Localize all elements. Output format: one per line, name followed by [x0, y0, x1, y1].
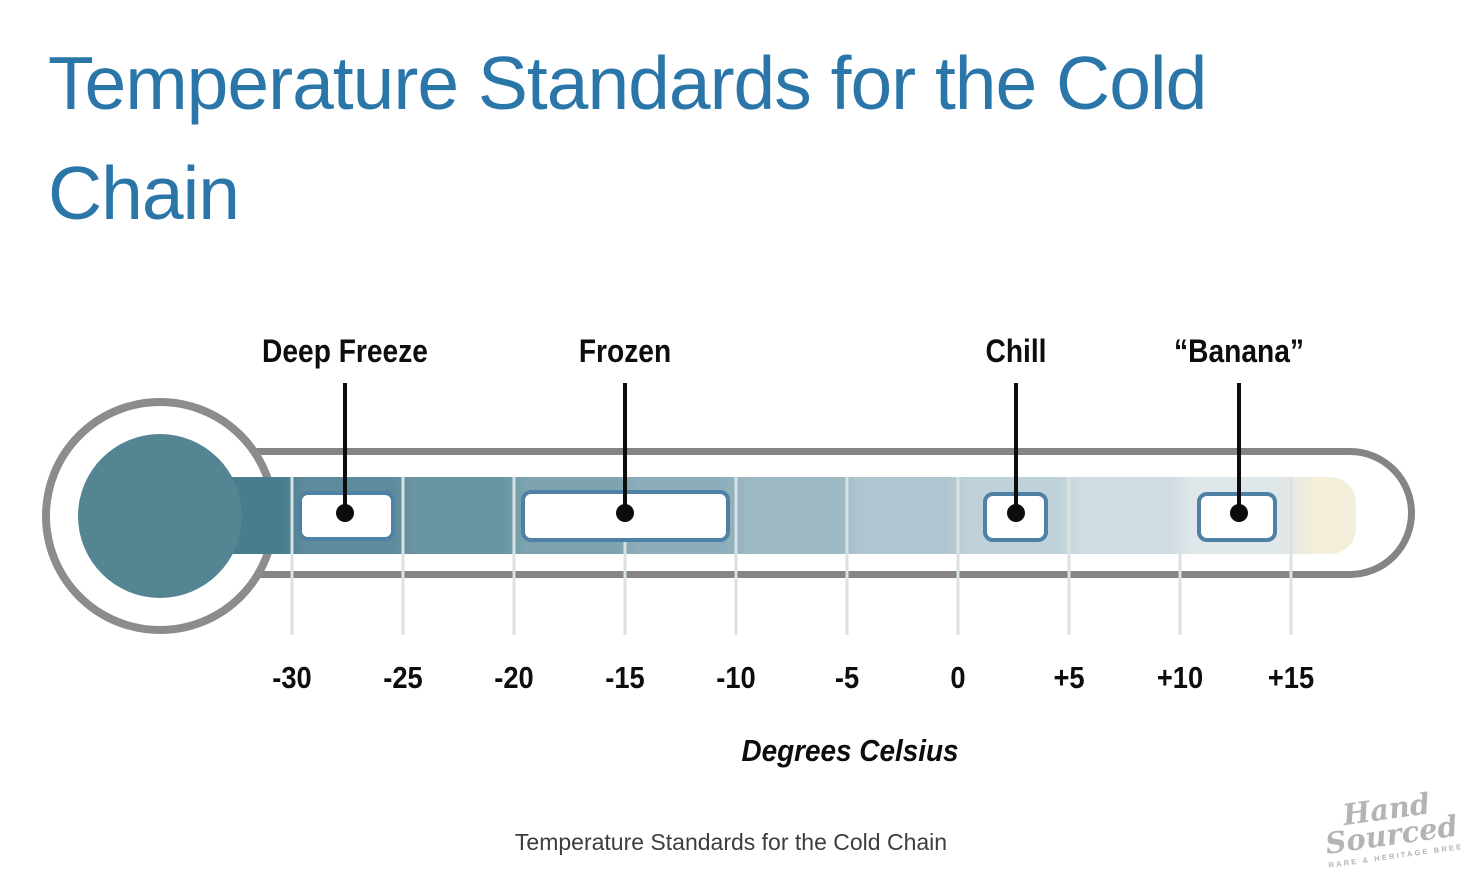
- tick-label-+10: +10: [1156, 660, 1204, 695]
- gridline--15: [623, 477, 627, 635]
- gridline-+5: [1067, 477, 1071, 635]
- tick-label--5: -5: [834, 660, 860, 695]
- tick-label-+15: +15: [1267, 660, 1315, 695]
- tick-label--15: -15: [605, 660, 645, 695]
- zone-label-chill: Chill: [985, 333, 1047, 369]
- tick-label--30: -30: [272, 660, 312, 695]
- callout-dot-frozen: [616, 504, 634, 522]
- callout-line-chill: [1014, 383, 1018, 513]
- zone-label-frozen: Frozen: [578, 333, 672, 369]
- gridline--30: [290, 477, 294, 635]
- gridline-+15: [1289, 477, 1293, 635]
- gridline--10: [734, 477, 738, 635]
- zone-label-banana: “Banana”: [1174, 333, 1304, 369]
- gridline--25: [401, 477, 405, 635]
- gridline--20: [512, 477, 516, 635]
- callout-line-deep-freeze: [343, 383, 347, 513]
- callout-dot-banana: [1230, 504, 1248, 522]
- callout-dot-deep-freeze: [336, 504, 354, 522]
- thermometer-bulb: [78, 434, 242, 598]
- gridline-0: [956, 477, 960, 635]
- callout-line-frozen: [623, 383, 627, 513]
- tick-label--20: -20: [494, 660, 534, 695]
- callout-line-banana: [1237, 383, 1241, 513]
- gridline--5: [845, 477, 849, 635]
- temperature-gradient-band: [228, 477, 1356, 554]
- gridline-+10: [1178, 477, 1182, 635]
- page-title: Temperature Standards for the Cold Chain: [48, 41, 1207, 235]
- callout-dot-chill: [1007, 504, 1025, 522]
- tick-label--10: -10: [716, 660, 756, 695]
- tick-label-+5: +5: [1053, 660, 1085, 695]
- tick-label-0: 0: [950, 660, 966, 695]
- zone-label-deep-freeze: Deep Freeze: [262, 333, 428, 369]
- tick-label--25: -25: [383, 660, 423, 695]
- figure-caption: Temperature Standards for the Cold Chain: [514, 829, 948, 855]
- axis-title: Degrees Celsius: [741, 733, 959, 768]
